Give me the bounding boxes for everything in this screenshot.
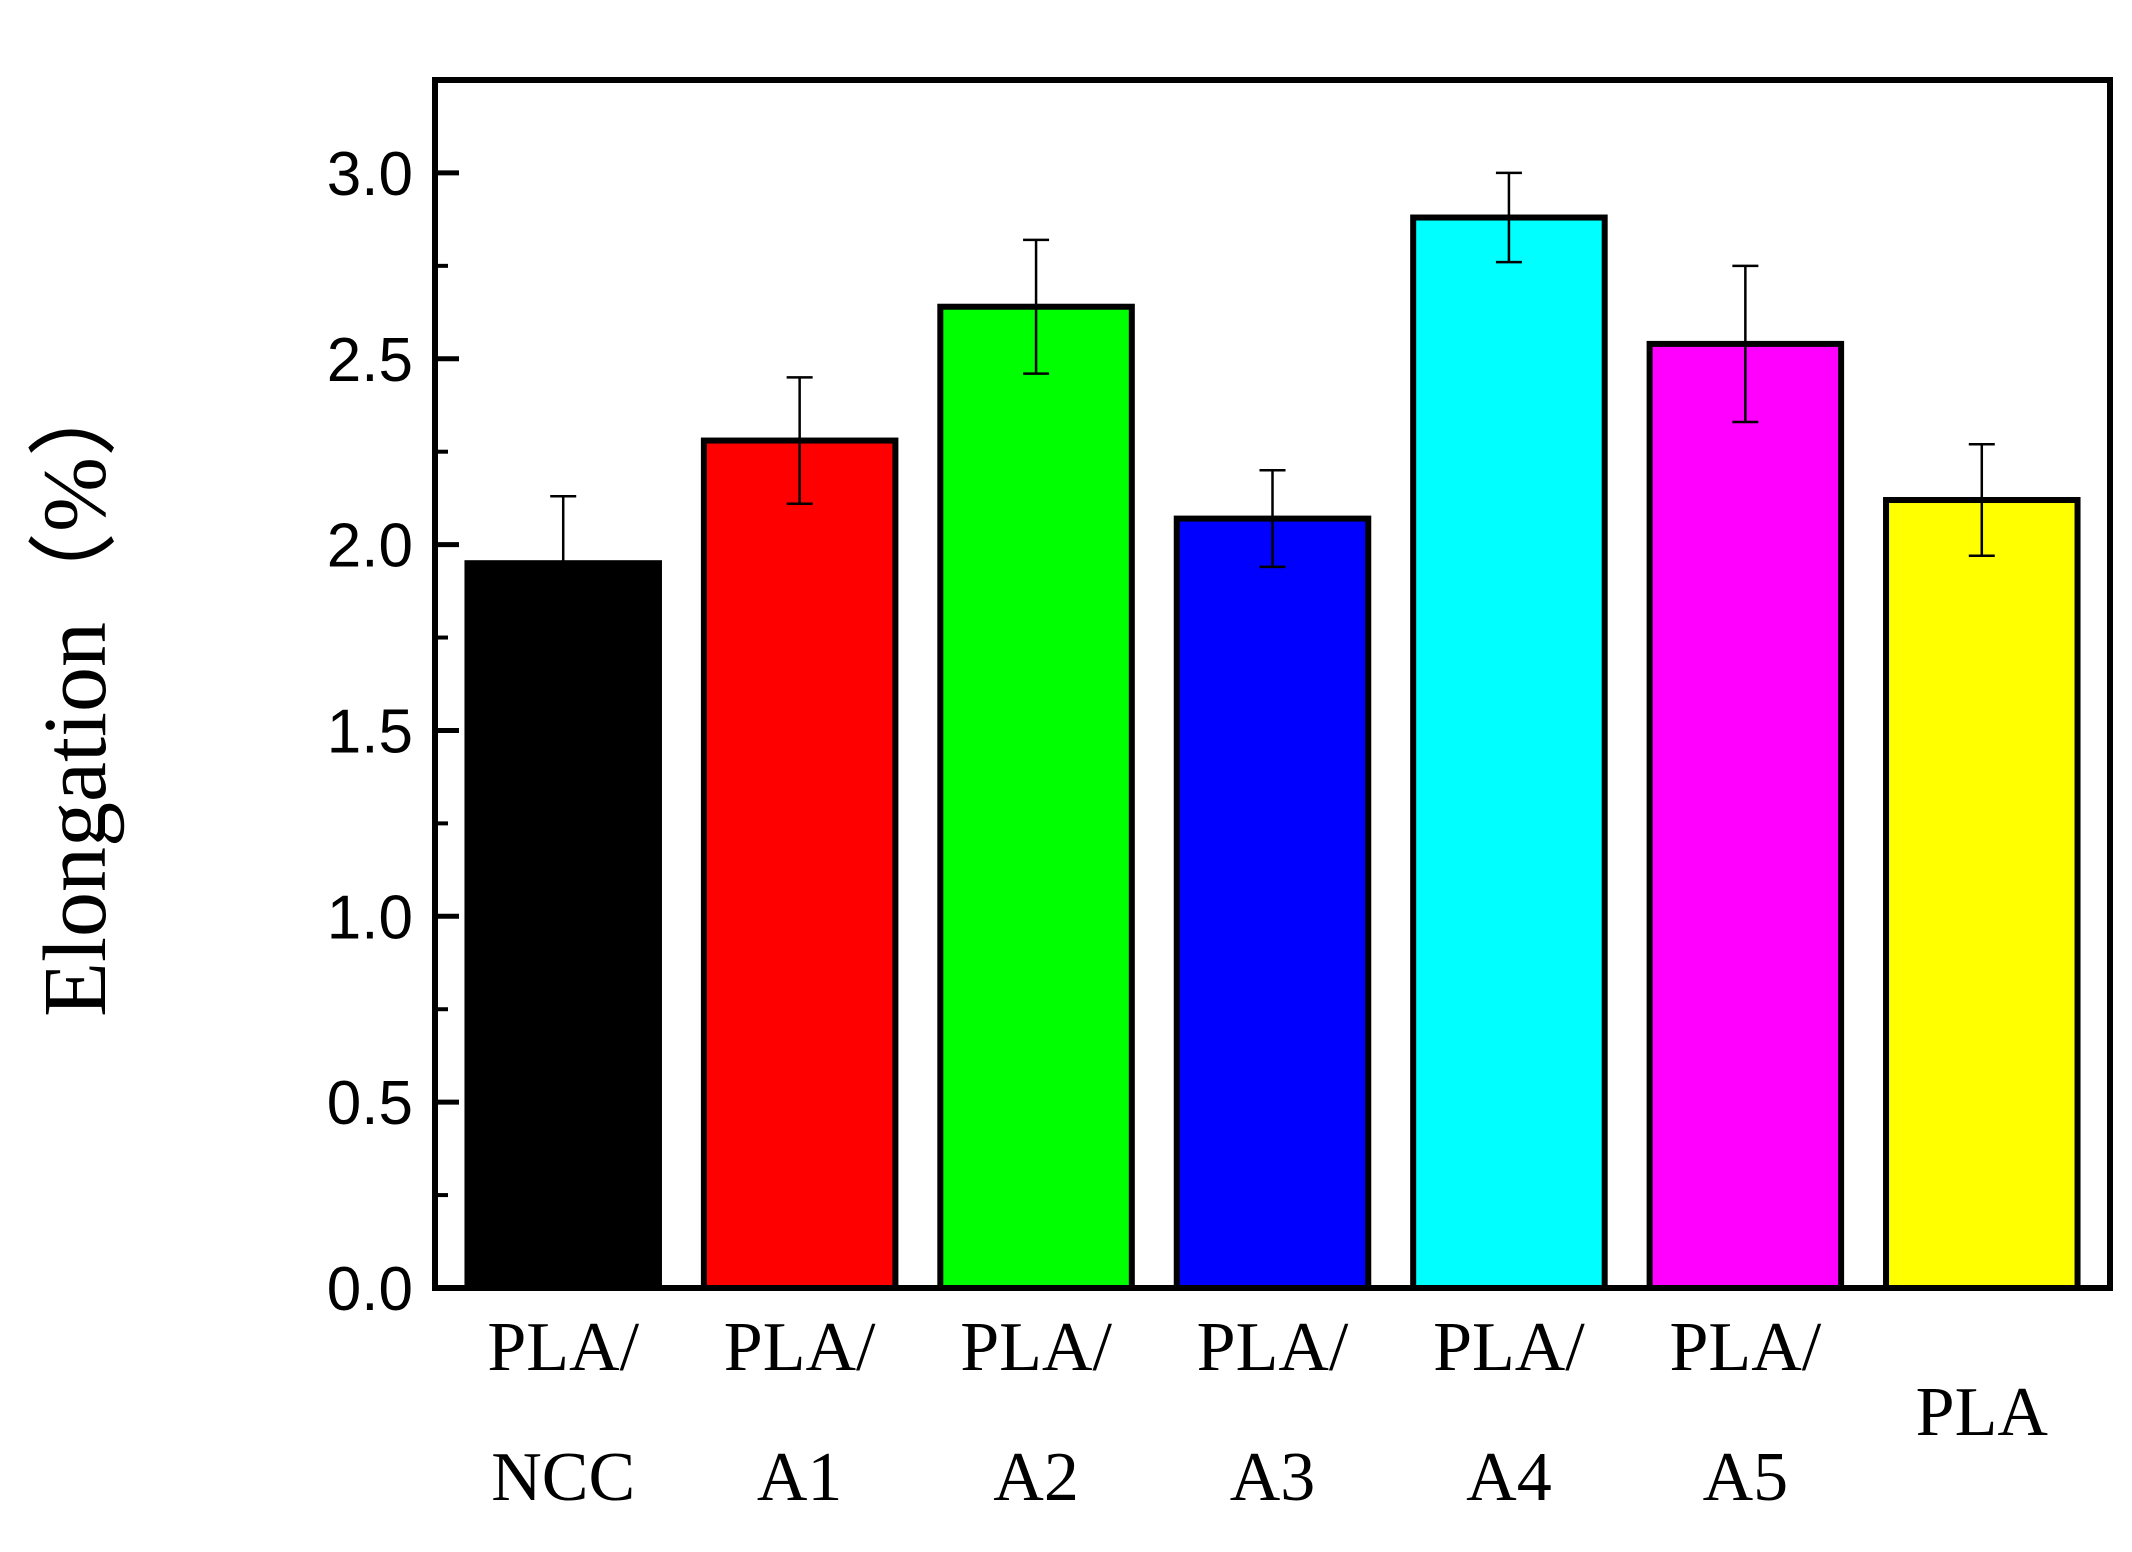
error-bar (1968, 443, 1995, 558)
x-category-label: PLA (1916, 1374, 2049, 1451)
x-category-label-line1: PLA/ (487, 1309, 639, 1386)
y-tick-label: 2.5 (327, 326, 413, 395)
y-tick-label: 2.0 (327, 512, 413, 581)
error-bar (1732, 264, 1759, 424)
x-category-label-line2: A2 (993, 1439, 1079, 1516)
error-bar (1259, 469, 1286, 569)
bars-layer (464, 214, 2081, 1292)
error-bar (1495, 171, 1522, 264)
y-tick-label: 1.5 (327, 697, 413, 766)
x-axis-categories: PLA/NCC PLA/A1 PLA/A2 PLA/A3 PLA/A4 PLA/A5 PLA (487, 1309, 2048, 1516)
x-category-label-line2: A3 (1230, 1439, 1316, 1516)
x-category-label-line1: PLA/ (960, 1309, 1112, 1386)
bar (1646, 340, 1845, 1291)
x-category-label-line2: A1 (757, 1439, 843, 1516)
y-axis-ticks: 0.0 0.5 1.0 1.5 2.0 2.5 3.0 (327, 140, 459, 1324)
x-category-label-line2: NCC (491, 1439, 635, 1516)
bar (937, 303, 1135, 1291)
x-category-label-line1: PLA/ (1670, 1309, 1822, 1386)
bar (700, 437, 899, 1291)
error-bar (550, 495, 577, 632)
y-tick-label: 3.0 (327, 140, 413, 209)
bar (1173, 515, 1372, 1291)
error-bar (1023, 238, 1050, 375)
x-category-label-line1: PLA/ (1433, 1309, 1585, 1386)
error-bar (786, 376, 813, 505)
x-category-label-line1: PLA/ (1197, 1309, 1349, 1386)
bar (464, 560, 662, 1291)
plot-frame (432, 77, 2113, 1291)
y-tick-label: 0.0 (327, 1255, 413, 1324)
bar (1410, 214, 1608, 1292)
x-category-label-line2: A5 (1703, 1439, 1789, 1516)
y-axis-title: Elongation（%） (26, 367, 125, 1017)
y-tick-label: 0.5 (327, 1069, 413, 1138)
x-category-label-line2: A4 (1466, 1439, 1552, 1516)
error-bars-layer (550, 171, 1995, 632)
x-category-label-line1: PLA/ (724, 1309, 876, 1386)
y-tick-label: 1.0 (327, 883, 413, 952)
bar (1883, 497, 2081, 1291)
